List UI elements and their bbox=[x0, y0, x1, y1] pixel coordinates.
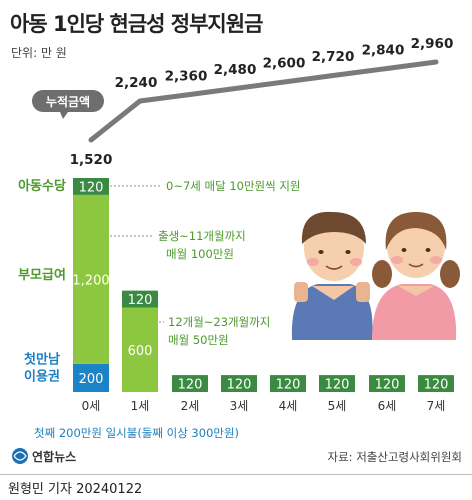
x-tick-label: 0세 bbox=[82, 399, 101, 413]
annotation-parent-benefit2-period: 12개월~23개월까지 bbox=[168, 315, 270, 329]
bar-value-label: 120 bbox=[375, 378, 400, 393]
cumulative-series-line bbox=[88, 59, 439, 143]
bar-child-allowance-6 bbox=[369, 375, 405, 392]
x-tick-label: 4세 bbox=[279, 399, 298, 413]
unit-label: 단위: 만 원 bbox=[11, 46, 67, 60]
series-label-first-meeting: 첫만남 이용권 bbox=[24, 352, 60, 385]
cumulative-value-label: 1,520 bbox=[70, 152, 113, 168]
x-tick-label: 1세 bbox=[131, 399, 150, 413]
bar-value-label: 600 bbox=[128, 344, 153, 359]
bar-child-allowance-7 bbox=[418, 375, 454, 392]
cumulative-value-label: 2,960 bbox=[411, 36, 454, 52]
bar-child-allowance-1 bbox=[122, 290, 158, 308]
cumulative-badge: 누적금액 bbox=[32, 90, 104, 119]
bar-parent-benefit-0 bbox=[73, 194, 109, 364]
x-tick-label: 6세 bbox=[378, 399, 397, 413]
cumulative-line: 1,520 2,240 2,360 2,480 2,600 2,720 2,840 2,960 bbox=[70, 36, 454, 168]
cumulative-value-label: 2,600 bbox=[263, 56, 306, 72]
cumulative-value-label: 2,480 bbox=[214, 62, 257, 78]
footer-divider bbox=[0, 474, 472, 475]
bar-value-label: 120 bbox=[79, 180, 104, 195]
cumulative-value-label: 2,360 bbox=[165, 69, 208, 85]
bar-value-label: 120 bbox=[128, 293, 153, 308]
bar-child-allowance-4 bbox=[270, 375, 306, 392]
cumulative-subsidy-chart: 1,520 2,240 2,360 2,480 2,600 2,720 2,840 2,960… bbox=[12, 36, 463, 464]
annotation-child-allowance: 0~7세 매달 10만원씩 지원 bbox=[166, 179, 301, 193]
bar-value-label: 120 bbox=[227, 378, 252, 393]
bar-value-label: 120 bbox=[424, 378, 449, 393]
source-text: 자료: 저출산고령사회위원회 bbox=[328, 450, 463, 464]
cumulative-badge-label: 누적금액 bbox=[46, 94, 90, 109]
bar-child-allowance-3 bbox=[221, 375, 257, 392]
bar-child-allowance-0 bbox=[73, 178, 109, 195]
cumulative-value-label: 2,720 bbox=[312, 49, 355, 65]
bar-child-allowance-5 bbox=[319, 375, 355, 392]
footnote: 첫째 200만원 일시불(둘째 이상 300만원) bbox=[34, 426, 239, 440]
stacked-bars: 200 1,200 120 0세 600 120 1세 120 2세 120 3세 120 4세 120 5… bbox=[18, 178, 454, 413]
logo-text: 연합뉴스 bbox=[32, 449, 76, 464]
globe-icon bbox=[12, 448, 28, 464]
girl-figure bbox=[372, 212, 460, 340]
annotation-parent-benefit-amount: 매월 100만원 bbox=[166, 247, 234, 261]
x-tick-label: 5세 bbox=[328, 399, 347, 413]
bar-parent-benefit-1 bbox=[122, 307, 158, 392]
x-tick-label: 2세 bbox=[181, 399, 200, 413]
byline: 원형민 기자 20240122 bbox=[8, 482, 143, 497]
bar-first-meeting-0 bbox=[73, 363, 109, 392]
bar-value-label: 120 bbox=[325, 378, 350, 393]
yonhap-logo: 연합뉴스 bbox=[12, 448, 76, 464]
x-tick-label: 7세 bbox=[427, 399, 446, 413]
bar-value-label: 120 bbox=[178, 378, 203, 393]
bar-value-label: 1,200 bbox=[72, 273, 109, 288]
cumulative-value-label: 2,840 bbox=[362, 43, 405, 59]
page-title: 아동 1인당 현금성 정부지원금 bbox=[10, 12, 263, 36]
series-label-child-allowance: 아동수당 bbox=[18, 178, 66, 194]
series-label-parent-benefit: 부모급여 bbox=[18, 267, 66, 283]
children-illustration bbox=[291, 211, 460, 340]
annotation-parent-benefit2-amount: 매월 50만원 bbox=[168, 333, 229, 347]
bar-value-label: 120 bbox=[276, 378, 301, 393]
cumulative-value-label: 2,240 bbox=[115, 75, 158, 91]
bar-child-allowance-2 bbox=[172, 375, 208, 392]
annotation-parent-benefit-period: 출생~11개월까지 bbox=[158, 229, 246, 243]
x-tick-label: 3세 bbox=[230, 399, 249, 413]
bar-value-label: 200 bbox=[79, 372, 104, 387]
boy-figure bbox=[291, 211, 373, 340]
